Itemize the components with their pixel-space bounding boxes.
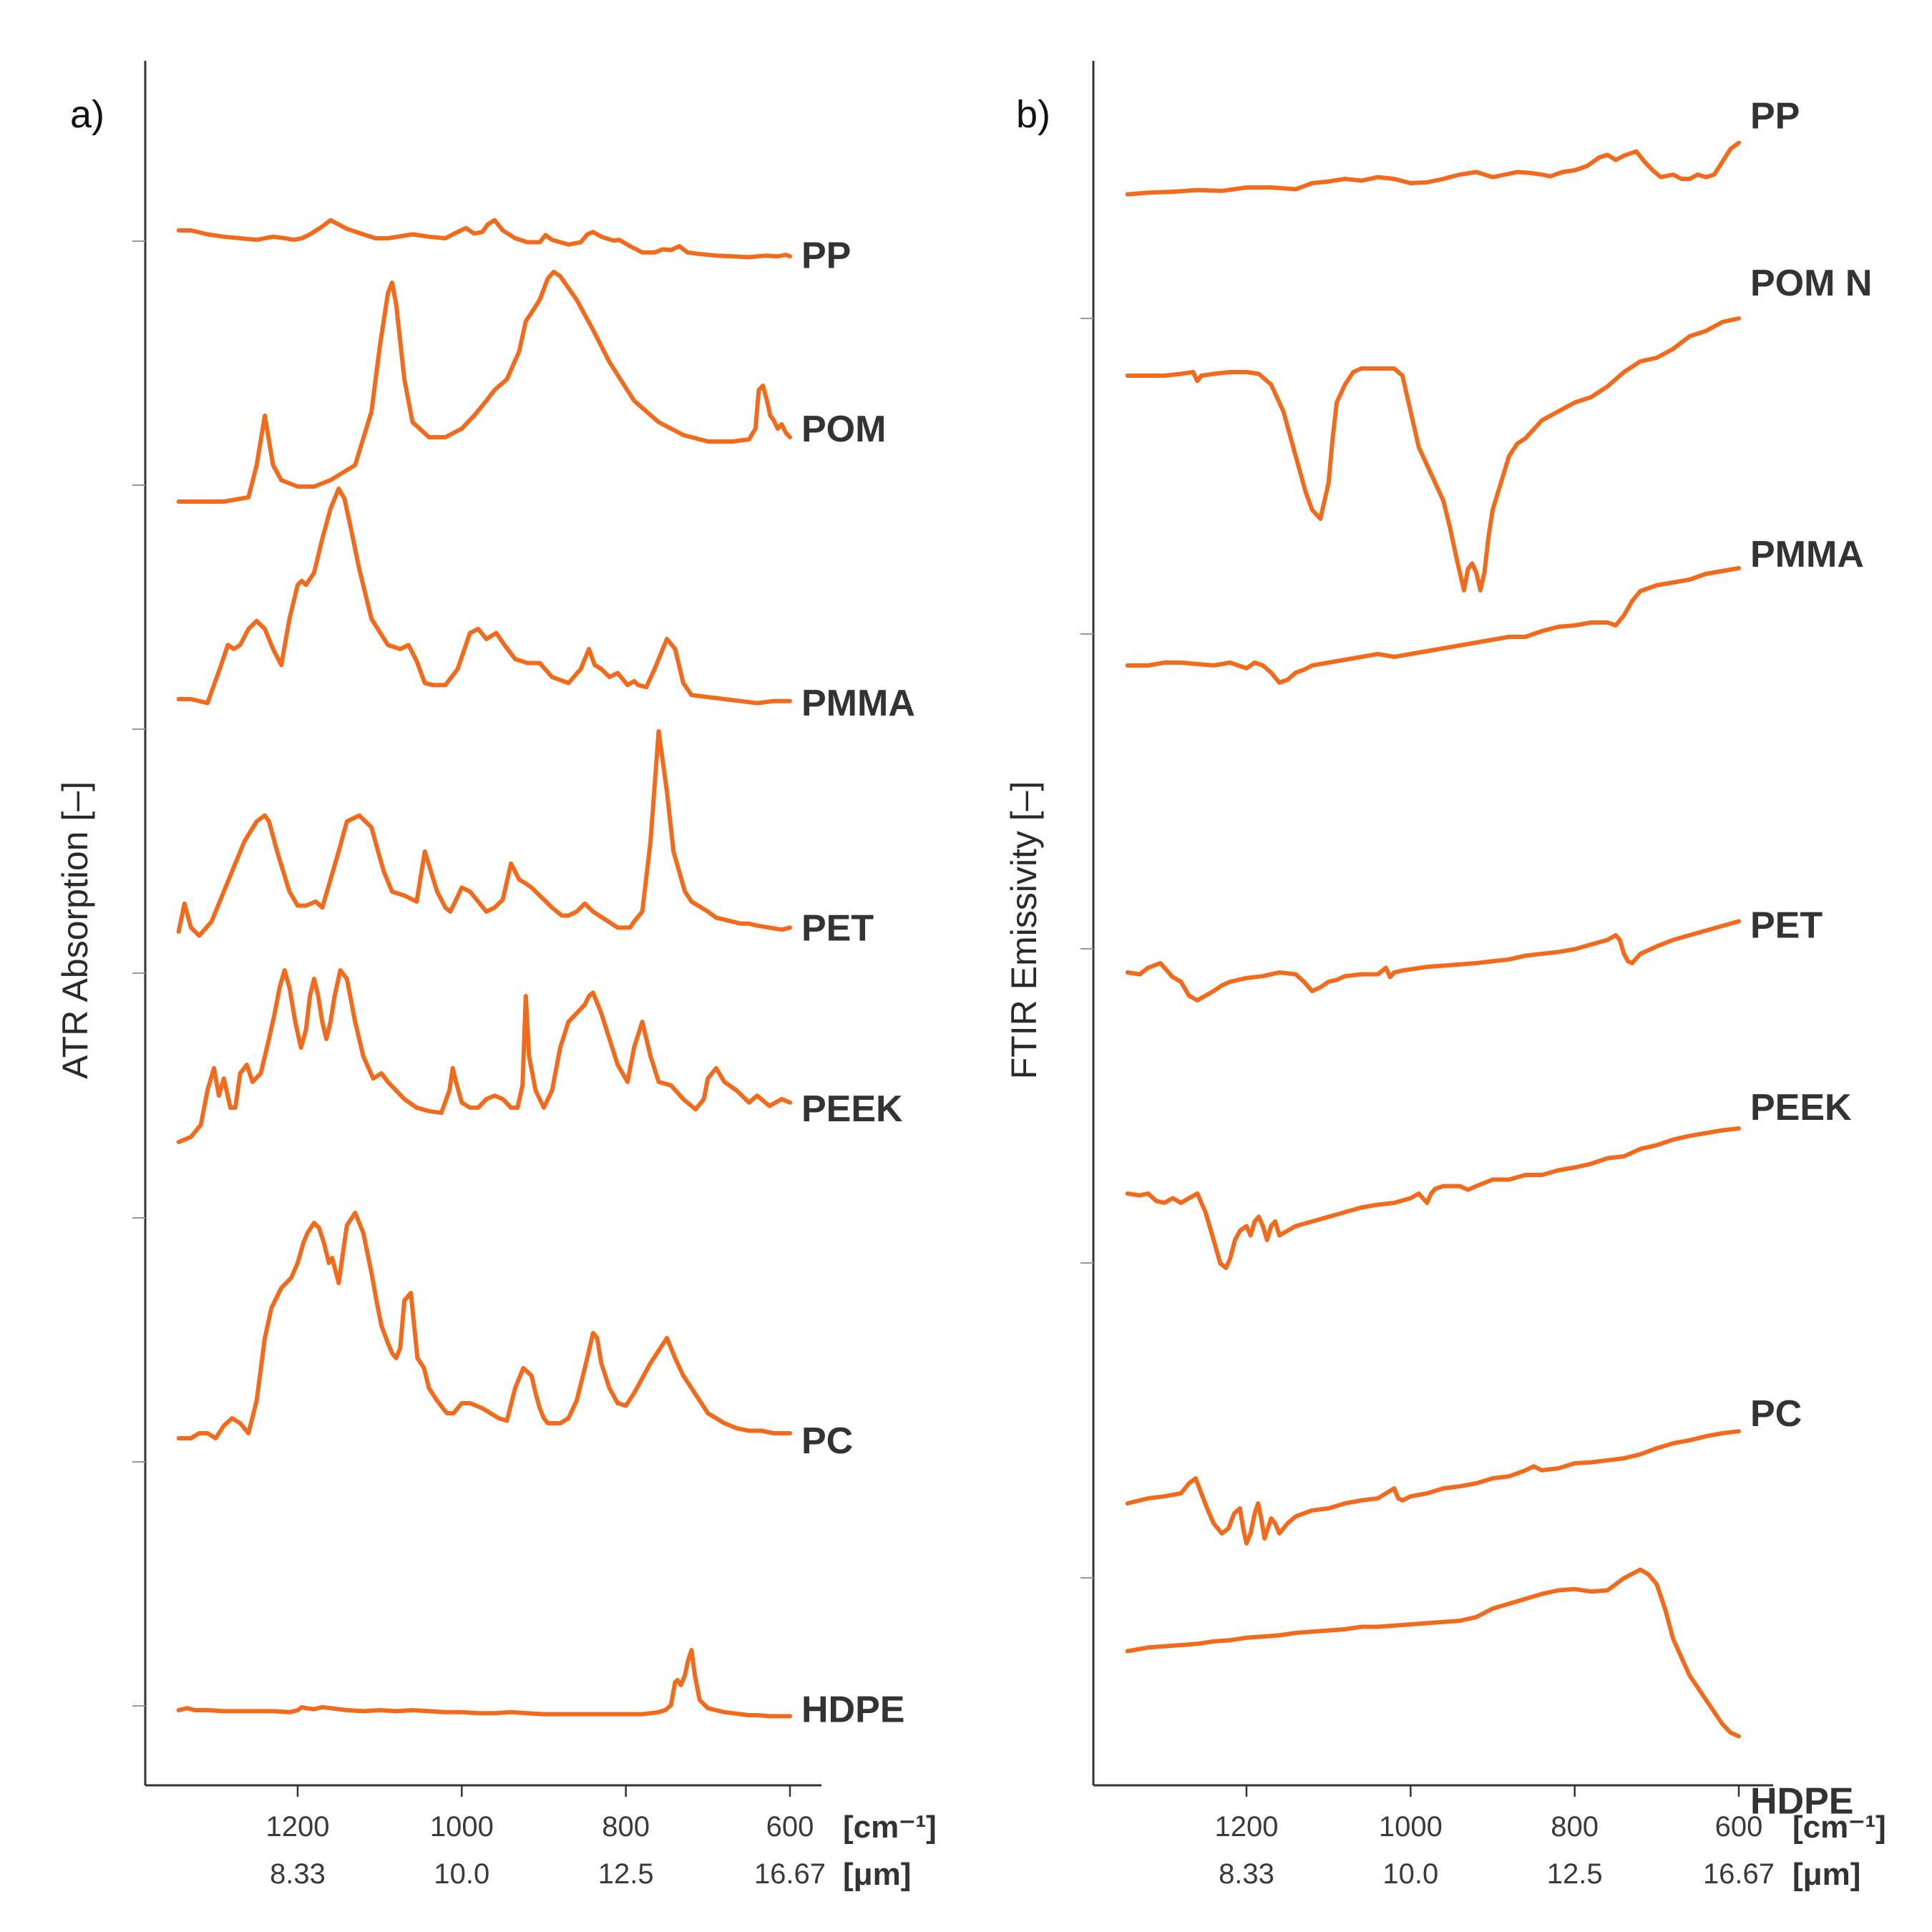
x-ticks-b: 1200 8.33 1000 10.0 800 12.5 600 16.67 <box>1215 1785 1775 1890</box>
series-label: PET <box>1750 905 1823 947</box>
panel-label-b: b) <box>1016 93 1050 136</box>
panel-b: b) FTIR Emissivity [–] 1200 8.33 1000 10.0 8… <box>1004 61 1886 1892</box>
spectrum-line <box>176 218 792 260</box>
spectrum-line <box>1125 1126 1741 1270</box>
panel-label-a: a) <box>70 93 104 136</box>
x-tick-label: 1200 <box>1215 1811 1279 1843</box>
x-tick-sublabel: 12.5 <box>1547 1858 1603 1890</box>
x-tick-sublabel: 8.33 <box>1219 1858 1274 1890</box>
unit-label-wavelength-a: [μm] <box>843 1857 911 1892</box>
spectrum-line <box>1125 566 1741 685</box>
x-tick-label: 600 <box>766 1811 814 1843</box>
unit-label-wavenumber-a: [cm⁻¹] <box>843 1810 937 1845</box>
x-tick-sublabel: 10.0 <box>1382 1858 1438 1890</box>
series-label: PC <box>1750 1393 1802 1435</box>
x-tick-label: 800 <box>602 1811 650 1843</box>
spectrum-line <box>176 1648 792 1719</box>
series-label: PMMA <box>801 683 915 724</box>
series-label: PEEK <box>801 1088 903 1130</box>
series-label: HDPE <box>1750 1781 1853 1823</box>
series-labels-b: PP POM N PMMA PET PEEK PC HDPE <box>1750 96 1872 1823</box>
y-ticks-b <box>1080 318 1093 1579</box>
x-tick-sublabel: 12.5 <box>598 1858 654 1890</box>
x-tick-label: 1000 <box>1379 1811 1443 1843</box>
series-label: PET <box>801 907 874 949</box>
series-label: POM N <box>1750 263 1872 304</box>
spectrum-line <box>1125 1567 1741 1739</box>
spectra-b <box>1125 140 1741 1739</box>
x-tick-label: 600 <box>1715 1811 1763 1843</box>
series-labels-a: PP POM PMMA PET PEEK PC HDPE <box>801 235 915 1730</box>
series-label: PC <box>801 1420 853 1462</box>
series-label: POM <box>801 409 886 450</box>
series-label: PP <box>1750 96 1800 137</box>
spectrum-line <box>176 1211 792 1440</box>
x-tick-sublabel: 8.33 <box>270 1858 326 1890</box>
x-tick-sublabel: 10.0 <box>434 1858 489 1890</box>
spectrum-line <box>1125 140 1741 197</box>
unit-label-wavelength-b: [μm] <box>1792 1857 1860 1892</box>
x-tick-sublabel: 16.67 <box>1703 1858 1775 1890</box>
series-label: HDPE <box>801 1689 904 1730</box>
spectrum-line <box>176 729 792 938</box>
spectrum-line <box>176 487 792 706</box>
panel-a: a) ATR Absorption [–] 1200 8.33 1000 10.0 80… <box>55 61 937 1892</box>
unit-label-wavenumber-b: [cm⁻¹] <box>1792 1810 1886 1845</box>
spectrum-line <box>1125 1429 1741 1546</box>
series-label: PMMA <box>1750 534 1864 575</box>
series-label: PEEK <box>1750 1087 1852 1128</box>
spectrum-line <box>176 270 792 504</box>
y-ticks-a <box>132 240 145 1707</box>
x-tick-label: 1200 <box>266 1811 330 1843</box>
series-label: PP <box>801 235 851 276</box>
x-ticks-a: 1200 8.33 1000 10.0 800 12.5 600 16.67 <box>266 1785 826 1890</box>
x-tick-label: 1000 <box>430 1811 494 1843</box>
y-axis-title-b: FTIR Emissivity [–] <box>1004 781 1044 1080</box>
spectra-a <box>176 218 792 1719</box>
spectrum-line <box>1125 919 1741 1002</box>
spectrum-line <box>1125 316 1741 592</box>
x-tick-label: 800 <box>1551 1811 1599 1843</box>
x-tick-sublabel: 16.67 <box>754 1858 826 1890</box>
spectrum-line <box>176 968 792 1144</box>
y-axis-title-a: ATR Absorption [–] <box>55 781 95 1079</box>
